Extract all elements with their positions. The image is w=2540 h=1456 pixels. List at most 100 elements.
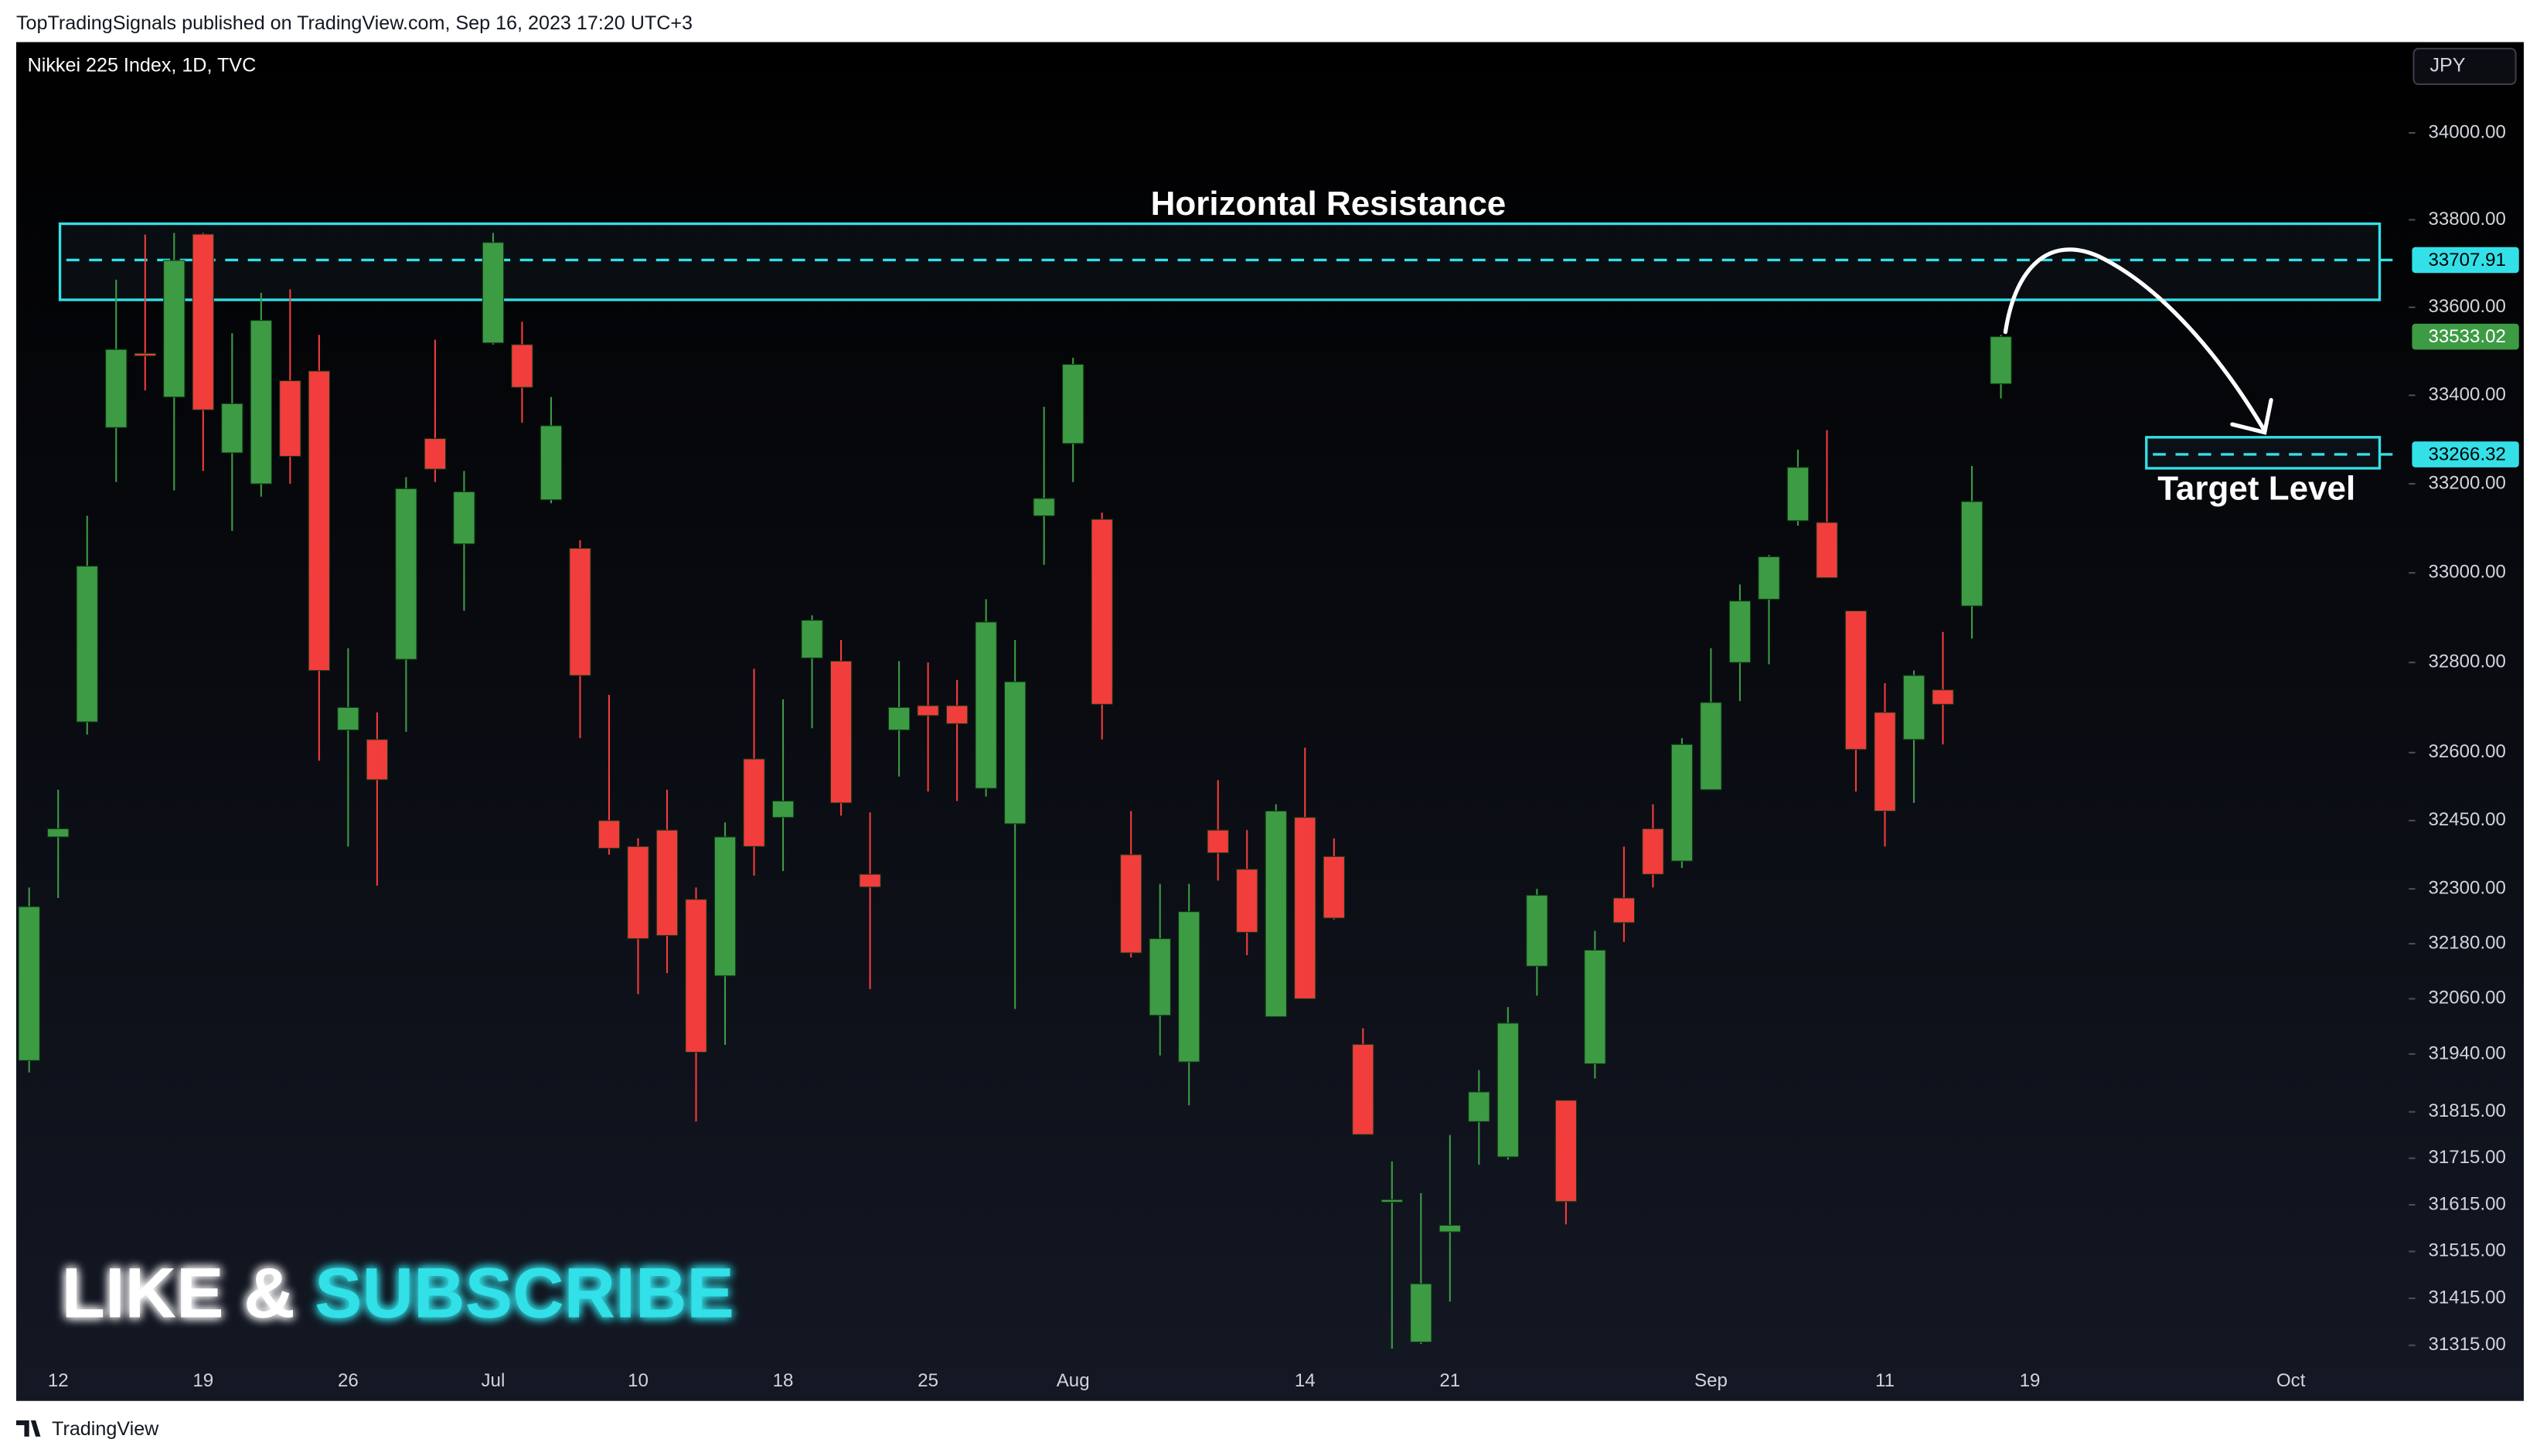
x-tick-label: 10 [628,1370,649,1391]
candle-body [1612,897,1636,924]
candle-body [1728,600,1752,663]
candle-body [1178,911,1200,1063]
price-tag [2412,247,2519,274]
candle-body [337,706,359,731]
y-tick-label: 33800.00 [2428,209,2505,230]
currency[interactable]: JPY [2429,55,2465,77]
candle-body [1149,938,1171,1016]
candle-body [1120,854,1142,954]
candle-body [1468,1091,1490,1122]
y-tick-label: 31615.00 [2428,1193,2505,1214]
projection-arrow [2003,247,2273,435]
price-tag-label: 33707.91 [2428,250,2505,270]
candle-body [1207,829,1229,854]
candle-body [598,820,621,849]
last-price-label: 33533.02 [2428,326,2505,347]
y-tick-label: 33600.00 [2428,296,2505,317]
price-tag [2412,441,2519,468]
candle-body [366,739,389,781]
last-price-tag [2412,323,2519,350]
candle-body [1874,712,1896,811]
candle-body [945,705,969,724]
candle-body [192,233,214,410]
candle-body [1758,556,1780,600]
y-tick-label: 31515.00 [2428,1240,2505,1261]
chart-panel [15,42,2525,1401]
y-tick-label: 32300.00 [2428,878,2505,899]
y-tick-label: 32060.00 [2428,988,2505,1009]
candle-body [685,899,707,1053]
price-tag-label: 33266.32 [2428,444,2505,464]
x-tick-label: 14 [1295,1370,1316,1391]
x-tick-label: Sep [1694,1370,1728,1391]
candle-body [1294,817,1316,999]
candle-body [1990,336,2012,385]
candle-body [1844,610,1868,750]
y-tick-label: 32600.00 [2428,741,2505,762]
candle-body [1091,519,1113,705]
x-tick-label: Oct [2276,1370,2306,1391]
zone-label: Target Level [2157,470,2355,508]
candle-body [1526,894,1548,967]
x-tick-label: 19 [2020,1370,2041,1391]
candle-body [453,491,475,545]
candle-body [163,260,186,398]
candle-body [1323,856,1345,919]
candle-body [917,705,939,716]
y-tick-label: 34000.00 [2428,121,2505,142]
y-tick-label: 32450.00 [2428,809,2505,830]
brand: TradingView [52,1418,159,1440]
symbol-title: Nikkei 225 Index, 1D, TVC [28,55,257,77]
candle-body [1700,702,1722,791]
candle-body [105,349,128,428]
x-tick-label: 25 [918,1370,938,1391]
promo-text: LIKE & [62,1254,295,1333]
candle-body [395,488,417,660]
y-tick-label: 32800.00 [2428,651,2505,672]
arrow-curve [2003,247,2267,434]
candle-body [1960,501,1983,607]
candle-body [1265,810,1287,1018]
candle-body [975,621,997,789]
y-tick-label: 31415.00 [2428,1287,2505,1308]
candle-body [424,437,447,470]
candle-body [540,425,563,501]
candle-body [1670,743,1694,862]
candle-body [47,828,70,838]
candle-body [655,829,679,936]
y-tick-label: 31315.00 [2428,1334,2505,1355]
attribution: TopTradingSignals published on TradingVi… [16,12,693,34]
x-tick-label: 26 [338,1370,359,1391]
candle-body [76,566,98,723]
promo-accent: SUBSCRIBE [315,1254,734,1333]
candle-body [1786,467,1810,522]
y-tick-label: 33000.00 [2428,562,2505,583]
arrow-head [2230,398,2273,435]
x-tick-label: Jul [482,1370,506,1391]
zone-label: Horizontal Resistance [1151,185,1507,223]
y-tick-label: 32180.00 [2428,932,2505,953]
candle-body [771,801,795,818]
candle-body [1062,364,1084,444]
candle-body [801,620,823,658]
zone [2145,436,2382,470]
x-tick-label: 12 [48,1370,69,1391]
candle-body [511,344,533,388]
brand-logo: TradingView [15,1418,159,1440]
promo: LIKE & SUBSCRIBE [62,1254,734,1333]
candle-body [1033,498,1055,516]
x-tick-label: 18 [773,1370,794,1391]
candle-body [250,320,272,485]
candle-body [221,403,243,454]
candle-body [1439,1224,1461,1233]
y-tick-label: 31815.00 [2428,1101,2505,1121]
candle-body [1236,869,1258,933]
candle-body [569,547,591,676]
candle-body [1932,689,1954,705]
currency-box[interactable] [2412,47,2517,86]
candle-body [627,845,649,940]
candle-body [1642,828,1664,875]
y-tick-label: 31715.00 [2428,1147,2505,1168]
